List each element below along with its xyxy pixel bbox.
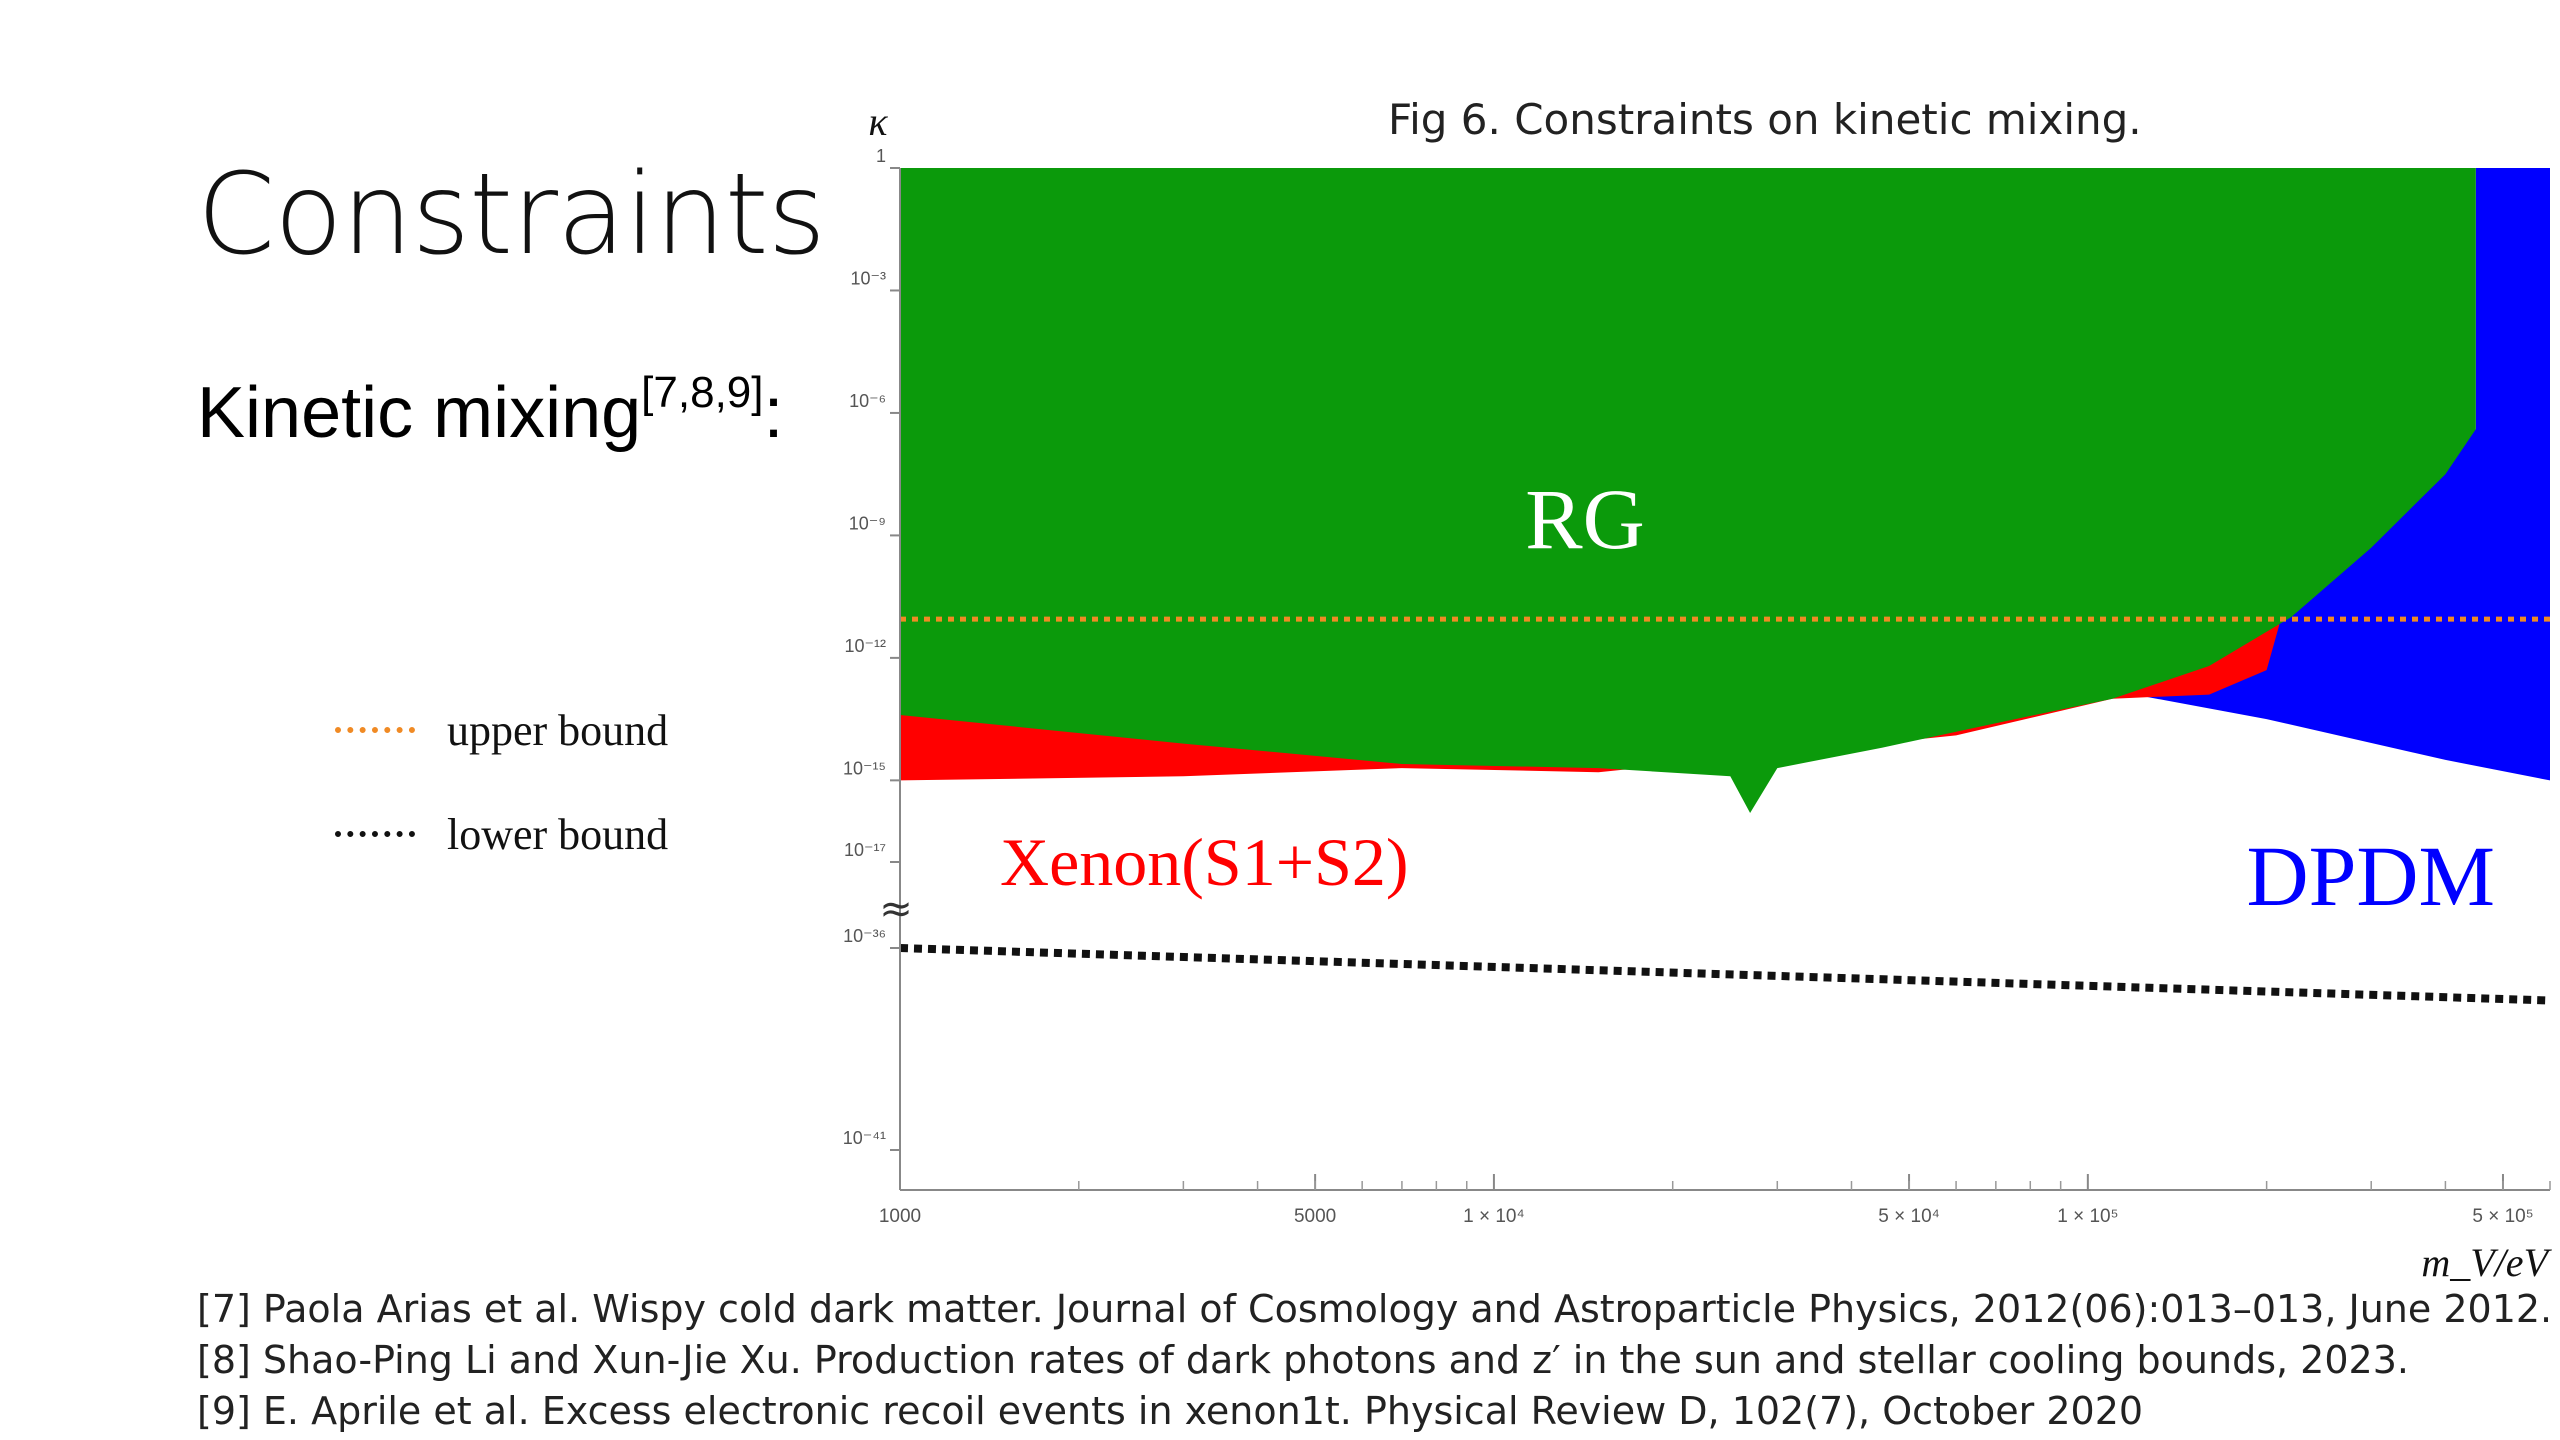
- rg-region: [900, 168, 2476, 813]
- subtitle-suffix: :: [763, 373, 784, 453]
- figure-caption: Fig 6. Constraints on kinetic mixing.: [1388, 95, 2142, 144]
- y-tick-label: 10⁻⁴¹: [843, 1128, 886, 1148]
- y-axis-label: κ: [868, 99, 888, 144]
- reference-7: [7] Paola Arias et al. Wispy cold dark m…: [197, 1287, 2553, 1331]
- x-tick-label: 1 × 10⁵: [2057, 1206, 2118, 1227]
- legend-swatch-lower: [335, 831, 415, 837]
- y-tick-label: 10⁻³⁶: [843, 926, 886, 946]
- x-tick-label: 1 × 10⁴: [1463, 1206, 1525, 1227]
- legend-label-upper: upper bound: [447, 705, 669, 755]
- dpdm-region-label: DPDM: [2246, 828, 2495, 924]
- rg-region-label: RG: [1525, 471, 1644, 567]
- y-tick-label: 1: [876, 146, 886, 166]
- x-tick-label: 5 × 10⁵: [2472, 1206, 2533, 1227]
- x-axis-label: m_V/eV: [2421, 1240, 2552, 1285]
- legend: upper bound lower bound: [335, 678, 668, 886]
- subtitle: Kinetic mixing[7,8,9]:: [197, 368, 784, 454]
- y-tick-label: 10⁻¹²: [844, 636, 886, 656]
- x-tick-label: 5 × 10⁴: [1878, 1206, 1940, 1227]
- x-tick-label: 1000: [879, 1206, 921, 1227]
- y-tick-label: 10⁻³: [850, 268, 886, 288]
- y-tick-label: 10⁻⁹: [849, 513, 886, 533]
- subtitle-text: Kinetic mixing: [197, 373, 642, 453]
- y-tick-label: 10⁻⁶: [849, 391, 886, 411]
- slide-title: Constraints: [197, 150, 826, 280]
- y-tick-label: 10⁻¹⁷: [844, 840, 886, 860]
- lower-bound-line: [899, 944, 2551, 1005]
- references: [7] Paola Arias et al. Wispy cold dark m…: [197, 1284, 2552, 1437]
- xenon-region-label: Xenon(S1+S2): [1000, 824, 1409, 900]
- subtitle-refs: [7,8,9]: [641, 368, 764, 417]
- legend-swatch-upper: [335, 727, 415, 733]
- legend-item-lower: lower bound: [335, 782, 668, 886]
- legend-label-lower: lower bound: [447, 809, 669, 859]
- axis-break-symbol: ≈: [879, 886, 913, 932]
- x-tick-label: 5000: [1294, 1206, 1336, 1227]
- y-tick-label: 10⁻¹⁵: [843, 758, 886, 778]
- reference-9: [9] E. Aprile et al. Excess electronic r…: [197, 1389, 2144, 1433]
- reference-8: [8] Shao-Ping Li and Xun-Jie Xu. Product…: [197, 1338, 2409, 1382]
- legend-item-upper: upper bound: [335, 678, 668, 782]
